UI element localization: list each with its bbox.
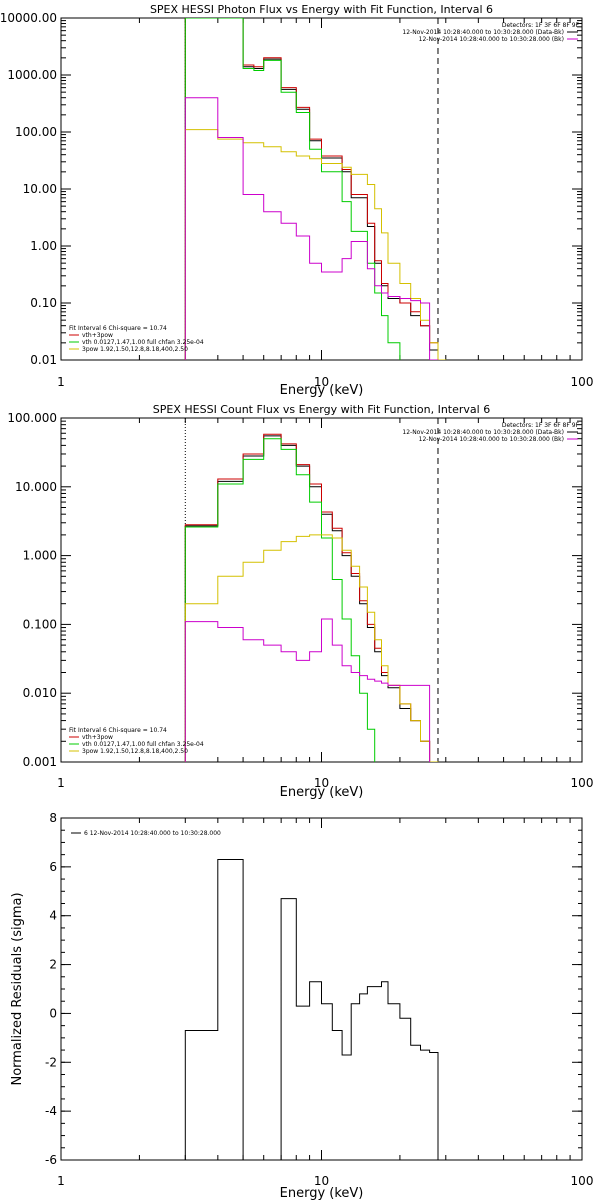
panel3-chart: 1 10 100 Energy (keV) -6 -4 -2 0 2 4 6 8 Normalized … (10, 811, 593, 1200)
panel1-x-axis-label: Energy (keV) (280, 383, 364, 398)
panel1-legend-top-entry: 12-Nov-2014 10:28:40.000 to 10:30:28.000… (419, 36, 564, 43)
panel1-legend-fit-entry: vth 0.0127,1.47,1.00 full chfan 3.25e-04 (82, 339, 204, 346)
panel1-y-tick-label: 10000.00 (0, 11, 57, 25)
panel1-x-tick-label: 1 (57, 375, 65, 389)
panel3-y-tick-label: -6 (45, 1153, 57, 1167)
panel3-y-tick-label: -2 (45, 1055, 57, 1069)
panel2-x-tick-label: 10 (314, 776, 329, 790)
panel1-y-tick-label: 1000.00 (7, 68, 57, 82)
panel1-y-tick-label: 0.10 (30, 296, 57, 310)
panel2-y-tick-label: 10.000 (15, 480, 57, 494)
panel2-legend-top-entry: 12-Nov-2014 10:28:40.000 to 10:30:28.000… (419, 436, 564, 443)
panel1-legend-top-header: Detectors: 1F 3F 6F 8F 9F (502, 22, 580, 29)
panel3-y-tick-label: 4 (49, 909, 57, 923)
panel2-legend-top-entry: 12-Nov-2014 10:28:40.000 to 10:30:28.000… (402, 429, 564, 436)
panel2-y-tick-label: 0.100 (23, 617, 57, 631)
panel2-x-axis-label: Energy (keV) (280, 785, 364, 800)
panel3-x-tick-label: 100 (571, 1174, 594, 1188)
panel1-series-2-line (184, 18, 439, 360)
panel1-y-tick-label: 100.00 (15, 125, 57, 139)
panel1-y-tick-label: 0.01 (30, 353, 57, 367)
panel3-series-group (184, 859, 439, 1160)
panel2-y-tick-label: 1.000 (23, 549, 57, 563)
panel2-x-tick-label: 1 (57, 776, 65, 790)
panel3-x-tick-label: 10 (314, 1174, 329, 1188)
panel1-y-tick-label: 1.00 (30, 239, 57, 253)
panel2-series-5-line (184, 618, 431, 762)
panel3-y-tick-label: 0 (49, 1006, 57, 1020)
panel2-legend-fit-entry: vth+3pow (82, 734, 113, 741)
panel3-y-axis-label: Normalized Residuals (sigma) (10, 892, 25, 1085)
panel1-series-group (184, 18, 447, 360)
panel3-y-tick-label: -4 (45, 1104, 57, 1118)
panel1-x-tick-label: 100 (571, 375, 594, 389)
panel1-legend-fit-entry: 3pow 1.92,1.50,12.8,8.18,400,2.50 (82, 346, 188, 353)
panel3-x-axis-label: Energy (keV) (280, 1186, 364, 1200)
panel3-x-tick-label: 1 (57, 1174, 65, 1188)
panel1-legend-top-entry: 12-Nov-2014 10:28:40.000 to 10:30:28.000… (402, 29, 564, 36)
panel3-legend-entry: 6 12-Nov-2014 10:28:40.000 to 10:30:28.0… (84, 830, 221, 837)
panel2-series-3-line (184, 438, 376, 762)
panel1-series-5-line (184, 97, 439, 360)
panel3-series-1-line (184, 859, 439, 1160)
panel2-y-tick-label: 0.010 (23, 686, 57, 700)
panel2-x-tick-label: 100 (571, 776, 594, 790)
panel2-series-4-line (184, 534, 439, 762)
panel1-chart: SPEX HESSI Photon Flux vs Energy with Fi… (0, 3, 593, 398)
panel2-chart: SPEX HESSI Count Flux vs Energy with Fit… (7, 403, 593, 800)
panel1-title: SPEX HESSI Photon Flux vs Energy with Fi… (150, 3, 493, 16)
panel1-legend-fit-entry: vth+3pow (82, 332, 113, 339)
panel2-y-tick-label: 100.000 (7, 411, 57, 425)
panel2-legend-fit-entry: vth 0.0127,1.47,1.00 full chfan 3.25e-04 (82, 741, 204, 748)
panel3-y-tick-label: 8 (49, 811, 57, 825)
panel3-y-tick-label: 6 (49, 860, 57, 874)
panel1-legend-fit-header: Fit Interval 6 Chi-square = 10.74 (69, 325, 167, 332)
panel2-series-group (184, 433, 439, 762)
panel2-y-tick-label: 0.001 (23, 755, 57, 769)
panel1-y-tick-label: 10.00 (23, 182, 57, 196)
panel2-legend-fit-header: Fit Interval 6 Chi-square = 10.74 (69, 727, 167, 734)
panel1-x-tick-label: 10 (314, 375, 329, 389)
panel2-title: SPEX HESSI Count Flux vs Energy with Fit… (153, 403, 490, 416)
panel2-legend-fit-entry: 3pow 1.92,1.50,12.8,8.18,400,2.50 (82, 748, 188, 755)
panel2-legend-top-header: Detectors: 1F 3F 6F 8F 9F (502, 422, 580, 429)
panel3-y-tick-label: 2 (49, 958, 57, 972)
